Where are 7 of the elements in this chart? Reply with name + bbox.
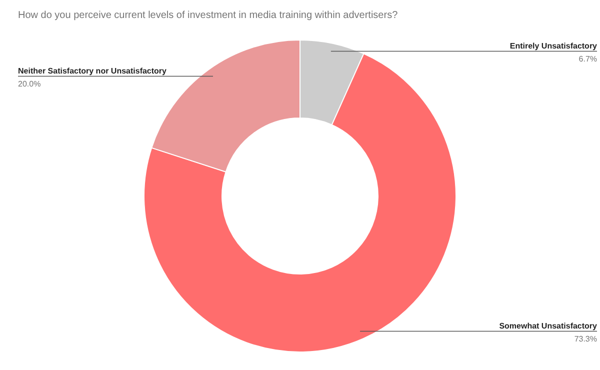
slice-label: Entirely Unsatisfactory <box>510 41 598 50</box>
data-label: 73.3% <box>574 334 597 344</box>
slice-label: Somewhat Unsatisfactory <box>499 321 598 330</box>
data-label: 20.0% <box>18 79 41 88</box>
data-label: 6.7% <box>578 54 597 64</box>
chart-title: How do you perceive current levels of investment in media training within advertisers? <box>18 10 398 21</box>
slice-label: Neither Satisfactory nor Unsatisfactory <box>18 66 168 76</box>
